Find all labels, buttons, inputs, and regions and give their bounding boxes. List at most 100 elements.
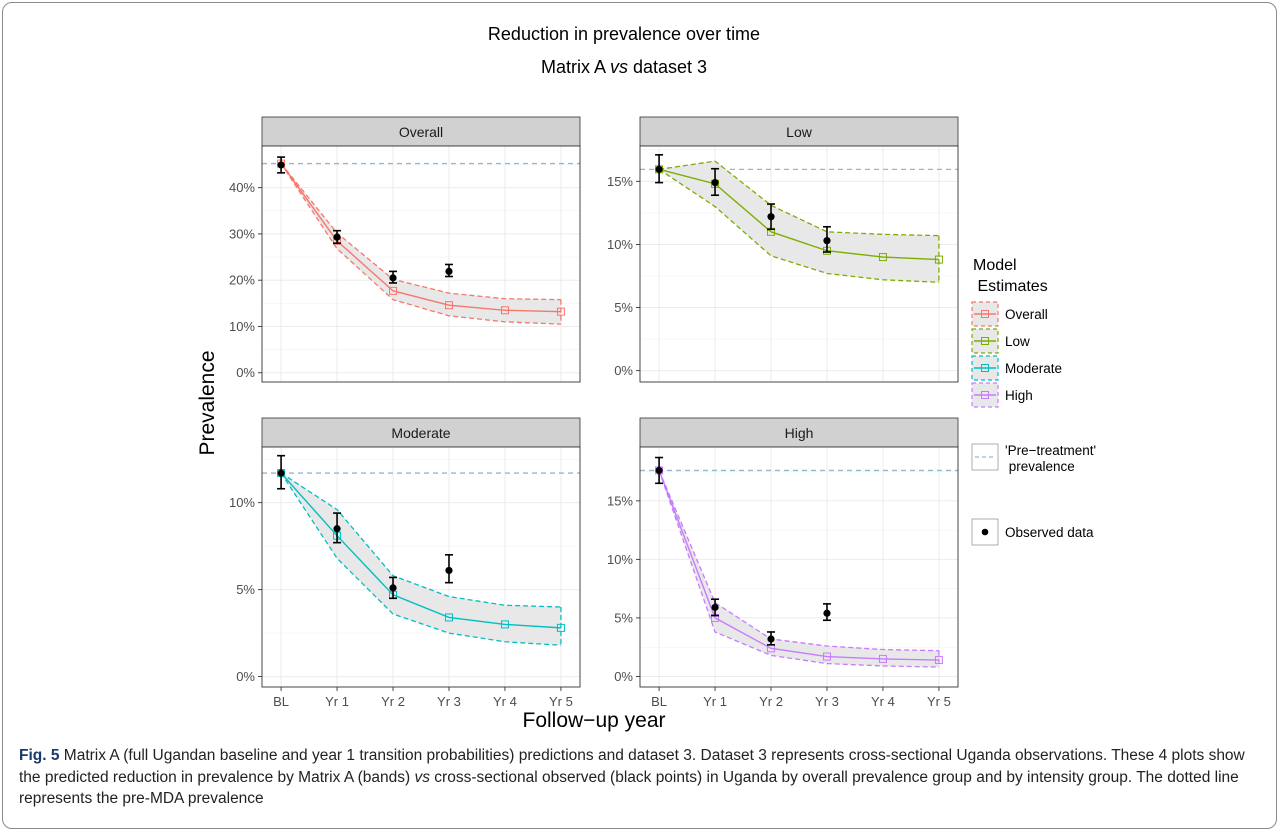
observed-point-high xyxy=(711,603,719,611)
band-lower-high xyxy=(658,470,939,668)
panel-border-high xyxy=(639,446,959,688)
series-point-high xyxy=(878,654,887,663)
legend-marker-moderate xyxy=(981,364,989,372)
subtitle-emphasis: vs xyxy=(610,57,628,77)
series-point-high xyxy=(934,656,943,665)
legend-items: Overall Low Moderate High xyxy=(971,301,1062,408)
y-axis-label: Prevalence xyxy=(196,350,219,455)
caption-emphasis: vs xyxy=(414,768,430,786)
strip-label-low: Low xyxy=(786,124,813,140)
legend-label-high: High xyxy=(1005,388,1033,403)
y-tick-label-high: 15% xyxy=(607,493,633,508)
series-point-moderate xyxy=(500,620,509,629)
strip-label-high: High xyxy=(785,425,814,441)
figure-title: Reduction in prevalence over time xyxy=(488,24,760,44)
y-tick-label-overall: 20% xyxy=(229,273,255,288)
x-tick-label-moderate: Yr 5 xyxy=(549,694,573,709)
figure-caption: Fig. 5 Matrix A (full Ugandan baseline a… xyxy=(19,745,1264,810)
y-tick-label-low: 5% xyxy=(614,300,633,315)
x-tick-label-high: BL xyxy=(651,694,667,709)
legend-title-line-2: Estimates xyxy=(973,278,1048,295)
x-tick-label-moderate: BL xyxy=(273,694,289,709)
observed-point-low xyxy=(823,237,831,245)
x-tick-label-high: Yr 1 xyxy=(703,694,727,709)
y-tick-label-low: 10% xyxy=(607,237,633,252)
series-point-overall xyxy=(389,286,398,295)
panel-border-overall xyxy=(261,145,581,383)
observed-point-low xyxy=(767,213,775,221)
series-line-moderate xyxy=(280,472,561,629)
caption-text-1: Matrix A (full Ugandan baseline and year… xyxy=(19,747,1245,786)
panels: Overall 0% 10% 20% 30% 40% Low 0% 5% 10% 15% Modera… xyxy=(229,116,959,709)
x-tick-label-moderate: Yr 2 xyxy=(381,694,405,709)
series-point-overall xyxy=(500,306,509,315)
observed-point-moderate xyxy=(389,584,397,592)
figure-plot: Reduction in prevalence over time Matrix… xyxy=(196,24,1096,732)
series-point-low xyxy=(878,253,887,262)
series-line-low xyxy=(658,168,939,261)
x-tick-label-high: Yr 4 xyxy=(871,694,895,709)
series-point-overall xyxy=(444,301,453,310)
panel-low: Low 0% 5% 10% 15% xyxy=(607,116,959,383)
y-tick-label-low: 15% xyxy=(607,174,633,189)
y-tick-label-high: 10% xyxy=(607,552,633,567)
caption-text-2: cross-sectional observed (black points) … xyxy=(19,768,1239,808)
panel-overall: Overall 0% 10% 20% 30% 40% xyxy=(229,116,581,383)
band-low xyxy=(659,161,939,283)
legend-title-line-1: Model xyxy=(973,257,1017,274)
y-tick-label-high: 5% xyxy=(614,610,633,625)
subtitle-part-2: dataset 3 xyxy=(628,57,707,77)
x-tick-label-moderate: Yr 4 xyxy=(493,694,517,709)
legend: Model Estimates Overall Low Moderate High '… xyxy=(971,257,1096,546)
subtitle-part-1: Matrix A xyxy=(541,57,610,77)
observed-point-low xyxy=(711,178,719,187)
band-lower-overall xyxy=(280,163,561,325)
y-tick-label-overall: 10% xyxy=(229,319,255,334)
observed-point-overall xyxy=(389,274,397,282)
series-point-moderate xyxy=(444,613,453,622)
band-lower-moderate xyxy=(280,472,561,646)
strip-moderate xyxy=(261,417,581,448)
band-high xyxy=(659,470,939,668)
x-tick-label-moderate: Yr 1 xyxy=(325,694,349,709)
series-line-overall xyxy=(280,163,561,313)
y-tick-label-overall: 40% xyxy=(229,180,255,195)
legend-marker-low xyxy=(981,337,989,345)
band-lower-low xyxy=(658,168,939,283)
y-tick-label-moderate: 10% xyxy=(229,495,255,510)
legend-observed-label: Observed data xyxy=(1005,525,1094,540)
panel-border-low xyxy=(639,145,959,383)
legend-label-overall: Overall xyxy=(1005,307,1048,322)
y-tick-label-moderate: 5% xyxy=(236,582,255,597)
observed-point-moderate xyxy=(333,525,341,533)
observed-point-high xyxy=(655,466,663,475)
y-tick-label-overall: 30% xyxy=(229,226,255,241)
plot-area-overall xyxy=(262,146,580,382)
band-upper-overall xyxy=(280,163,561,301)
y-tick-label-moderate: 0% xyxy=(236,669,255,684)
band-upper-high xyxy=(658,470,939,652)
series-point-high xyxy=(822,652,831,661)
observed-point-moderate xyxy=(277,469,285,477)
x-tick-label-high: Yr 2 xyxy=(759,694,783,709)
panel-high: High 0% 5% 10% 15% BL Yr 1 Yr 2 Yr 3 Yr 4 Yr 5 xyxy=(607,417,959,709)
legend-pretreatment-label-1: 'Pre−treatment' xyxy=(1005,443,1096,458)
strip-label-moderate: Moderate xyxy=(391,425,450,441)
panel-border-moderate xyxy=(261,446,581,688)
x-tick-label-high: Yr 5 xyxy=(927,694,951,709)
observed-point-overall xyxy=(277,161,285,169)
legend-pretreatment-label-2: prevalence xyxy=(1005,459,1075,474)
strip-high xyxy=(639,417,959,448)
series-point-moderate xyxy=(556,623,565,632)
x-tick-label-high: Yr 3 xyxy=(815,694,839,709)
observed-point-moderate xyxy=(445,566,453,575)
legend-marker-high xyxy=(981,391,989,399)
observed-point-low xyxy=(655,165,663,173)
observed-point-overall xyxy=(333,233,341,241)
observed-point-high xyxy=(823,609,831,617)
series-point-overall xyxy=(556,307,565,316)
caption-label: Fig. 5 xyxy=(19,747,60,764)
x-axis-label: Follow−up year xyxy=(523,709,666,732)
legend-marker-overall xyxy=(981,310,989,318)
